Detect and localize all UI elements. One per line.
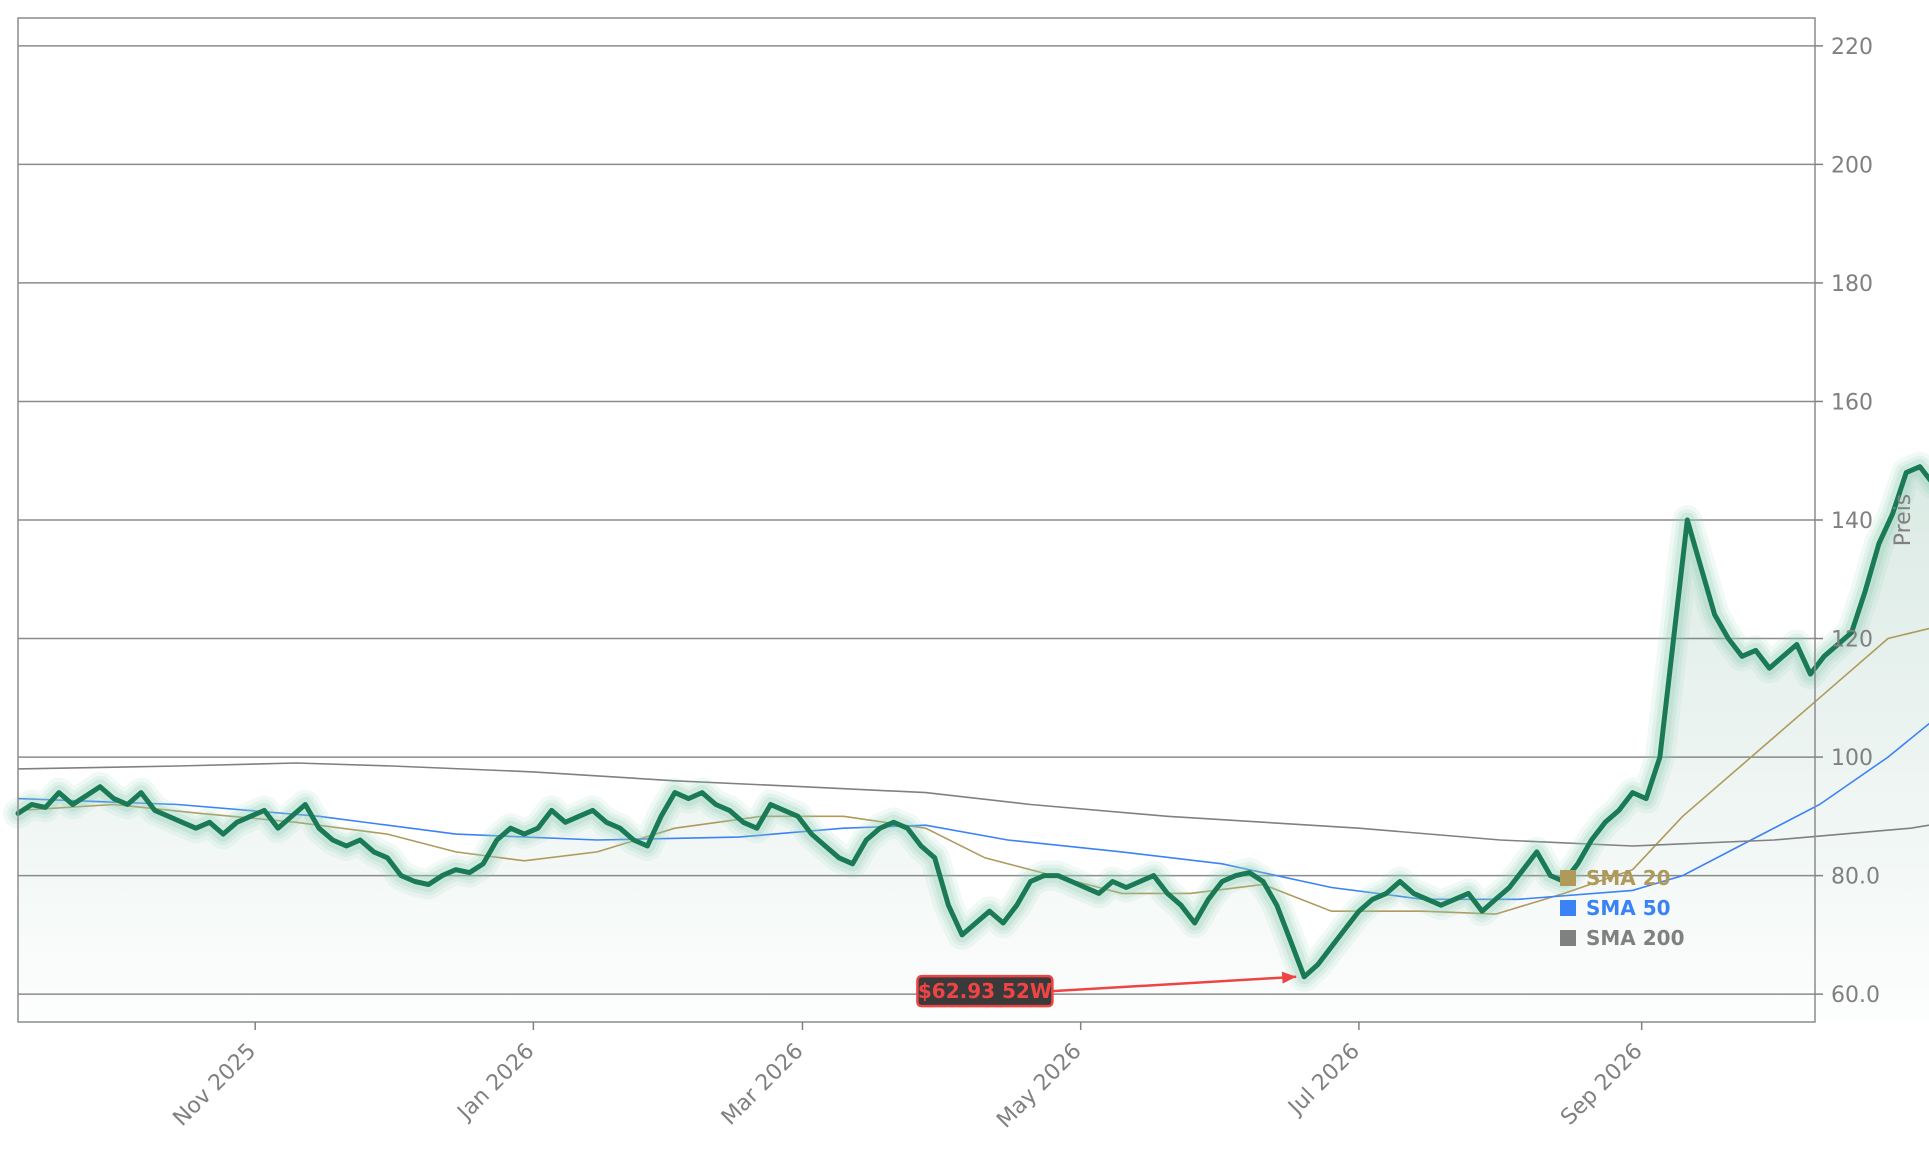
y-tick-label: 60.0 xyxy=(1831,983,1880,1008)
y-tick-label: 160 xyxy=(1831,390,1873,415)
x-tick-label: Jul 2026 xyxy=(1283,1039,1365,1121)
y-tick-label: 220 xyxy=(1831,35,1873,60)
annotation-low-arrow xyxy=(1052,975,1297,993)
y-tick-label: 120 xyxy=(1831,628,1873,653)
legend-sma50-label: SMA 50 xyxy=(1586,896,1671,920)
legend: SMA 20 SMA 50 SMA 200 xyxy=(1560,866,1685,950)
series-price-line xyxy=(15,464,1929,980)
x-tick-label: Mar 2026 xyxy=(717,1039,809,1131)
y-tick-label: 100 xyxy=(1831,746,1873,771)
series-sma20-line xyxy=(17,627,1929,915)
legend-sma20-swatch xyxy=(1560,870,1576,886)
x-tick-label: Jan 2026 xyxy=(452,1039,540,1127)
annotation-low-arrowhead xyxy=(1281,971,1297,984)
series-sma50-line xyxy=(17,722,1929,901)
legend-sma20-label: SMA 20 xyxy=(1586,866,1671,890)
y-tick-label: 80.0 xyxy=(1831,865,1880,890)
annotation-layer: $205.36 52W$62.93 52W xyxy=(916,971,1297,1008)
annotation-low-label: $62.93 52W xyxy=(918,979,1052,1003)
y-axis-label: Preis xyxy=(1891,494,1916,547)
price-area xyxy=(18,466,1929,1022)
legend-sma200-label: SMA 200 xyxy=(1586,926,1685,950)
y-tick-label: 180 xyxy=(1831,272,1873,297)
legend-sma50-swatch xyxy=(1560,900,1576,916)
sma-layer xyxy=(17,627,1929,915)
x-tick-label: Sep 2026 xyxy=(1556,1039,1648,1131)
y-tick-label: 140 xyxy=(1831,509,1873,534)
area-layer xyxy=(18,466,1929,1022)
price-layer xyxy=(3,451,1929,992)
y-tick-label: 200 xyxy=(1831,153,1873,178)
legend-sma200-swatch xyxy=(1560,930,1576,946)
x-tick-label: Nov 2025 xyxy=(169,1039,262,1132)
series-sma200-line xyxy=(17,762,1929,847)
x-tick-label: May 2026 xyxy=(992,1039,1086,1133)
